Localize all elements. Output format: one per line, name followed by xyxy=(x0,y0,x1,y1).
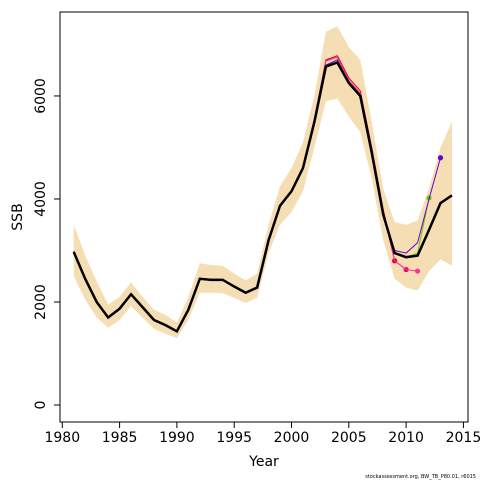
x-axis-label: Year xyxy=(248,454,279,470)
y-tick-label: 4000 xyxy=(33,181,49,217)
x-tick-label: 2000 xyxy=(274,430,310,446)
y-axis-label: SSB xyxy=(10,203,26,230)
plot-frame xyxy=(59,11,469,423)
y-tick-label: 6000 xyxy=(33,78,49,114)
x-tick-label: 1980 xyxy=(44,430,80,446)
x-tick-label: 2015 xyxy=(446,430,480,446)
retro-endpoint xyxy=(414,268,421,274)
x-tick-label: 1985 xyxy=(102,430,138,446)
retro-endpoint xyxy=(437,155,444,161)
x-tick-label: 1990 xyxy=(159,430,195,446)
footnote: stockassessment.org, BW_TB_P80.01, r6015 xyxy=(365,474,476,480)
main-line xyxy=(72,60,453,334)
y-tick-label: 0 xyxy=(33,401,49,410)
x-tick-label: 2005 xyxy=(331,430,367,446)
x-tick-label: 1995 xyxy=(216,430,252,446)
confidence-band xyxy=(73,26,452,339)
y-tick-label: 2000 xyxy=(33,284,49,320)
x-tick-label: 2010 xyxy=(388,430,424,446)
